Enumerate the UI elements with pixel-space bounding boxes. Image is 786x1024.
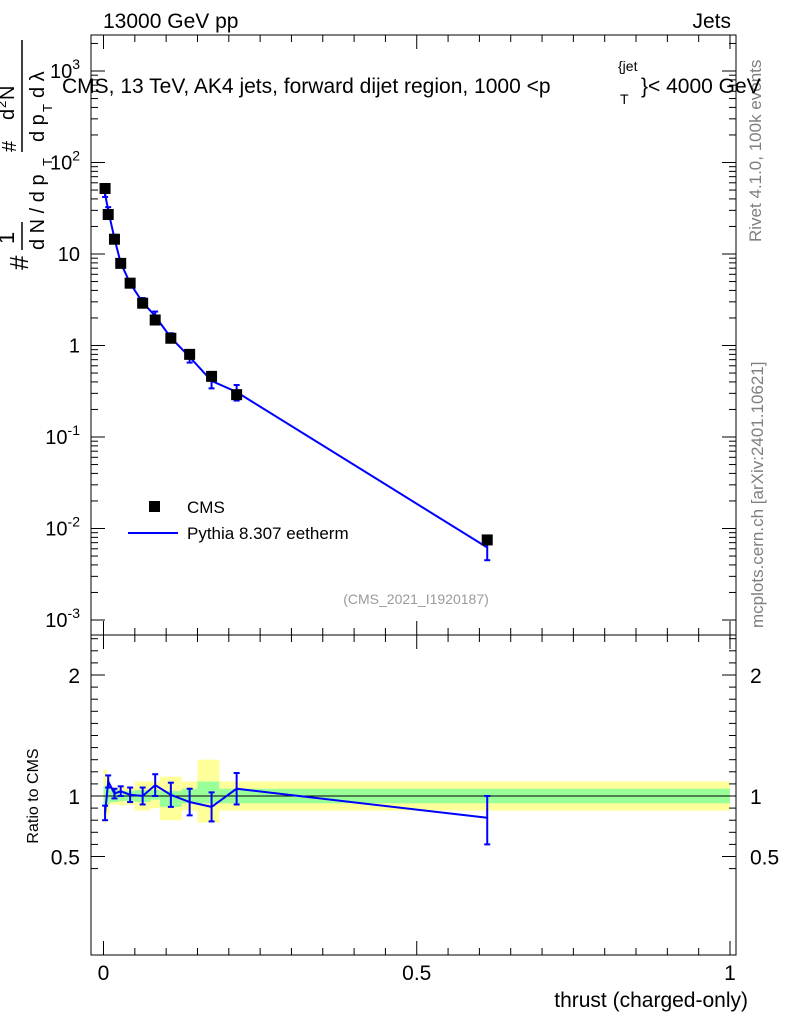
header-left-label: 13000 GeV pp [103,10,238,33]
svg-text:d N / d p: d N / d p [27,174,49,250]
svg-text:1: 1 [0,232,19,244]
ratio-y-tick-label-right: 1 [750,786,762,809]
cms-data-point [184,348,196,360]
cms-data-point [99,182,111,194]
rivet-version-label: Rivet 4.1.0, 100k events [746,60,765,242]
svg-text:#: # [0,140,21,152]
main-y-tick-label: 10-1 [45,422,80,449]
svg-text:2: 2 [0,101,9,108]
cms-data-point [124,277,136,289]
main-y-tick-labels: 10-3 10-2 10-1 1 10 102 103 [45,56,80,632]
main-panel: 10-3 10-2 10-1 1 10 102 103 CMS, 13 TeV, AK4 j… [0,34,761,636]
ratio-axis-ticks [91,635,736,955]
svg-text:d λ: d λ [27,71,49,98]
ratio-y-tick-label-right: 0.5 [750,847,779,870]
svg-text:N: N [0,86,19,100]
ratio-pythia-series [102,772,491,846]
analysis-watermark: (CMS_2021_I1920187) [343,591,489,607]
main-y-tick-label: 103 [50,56,80,83]
ratio-y-axis-label: Ratio to CMS [25,748,42,843]
x-tick-label: 0 [98,962,110,985]
ratio-y-tick-label-left: 1 [68,786,80,809]
legend-cms-label: CMS [187,498,225,517]
legend-pythia-label: Pythia 8.307 eetherm [187,524,349,543]
x-tick-label: 1 [724,962,736,985]
chart-title-superscript: {jet [618,58,638,74]
svg-text:T: T [40,104,55,112]
chart-title: CMS, 13 TeV, AK4 jets, forward dijet reg… [62,58,761,107]
ratio-y-tick-label-right: 2 [750,665,762,688]
ratio-y-tick-label-left: 2 [68,665,80,688]
svg-text:d p: d p [27,114,49,142]
ratio-frame [90,634,737,956]
cms-series [99,182,493,546]
cms-data-point [149,314,161,326]
cms-data-point [206,370,218,382]
ratio-y-tick-label-left: 0.5 [51,847,80,870]
legend: CMS Pythia 8.307 eetherm [128,498,349,543]
cms-data-point [102,209,114,221]
x-axis-label: thrust (charged-only) [554,989,748,1012]
chart-title-prefix: CMS, 13 TeV, AK4 jets, forward dijet reg… [62,75,551,98]
header-right-label: Jets [692,10,731,33]
cms-data-point [108,233,120,245]
pythia-line [104,194,488,549]
main-y-tick-label: 102 [50,148,80,175]
main-frame [90,34,737,636]
chart-title-suffix: }< 4000 GeV [641,75,761,98]
svg-text:#: # [4,255,34,270]
main-y-tick-label: 10 [58,244,80,266]
pythia-series [102,190,491,562]
svg-text:T: T [40,158,55,166]
main-y-tick-label: 1 [69,336,80,358]
cms-data-point [137,297,149,309]
ratio-x-tick-labels: 0 0.5 1 [98,962,736,985]
main-y-tick-label: 10-2 [45,514,80,541]
chart-title-subscript: T [620,91,629,107]
ratio-panel: 0.5 0.51 12 2 0 0.5 1 Ratio to CMS thrust (ch… [25,634,779,1012]
ratio-uncertainty-bands [103,759,730,823]
ratio-stat-band [197,781,220,804]
ratio-pythia-line [104,778,488,819]
main-y-tick-label: 10-3 [45,605,80,632]
mcplots-label: mcplots.cern.ch [arXiv:2401.10621] [748,362,767,628]
cms-data-point [481,534,493,546]
cms-data-point [165,332,177,344]
main-axis-ticks [91,35,736,635]
svg-text:d: d [0,109,19,120]
cms-data-point [231,389,243,401]
legend-cms-marker [149,501,160,512]
cms-data-point [115,257,127,269]
ratio-y-tick-labels: 0.5 0.5 1 1 2 2 [51,665,779,870]
main-y-axis-label: # 1 d N / d p T # d 2 N d p T d λ [0,40,55,270]
x-tick-label: 0.5 [402,962,431,985]
